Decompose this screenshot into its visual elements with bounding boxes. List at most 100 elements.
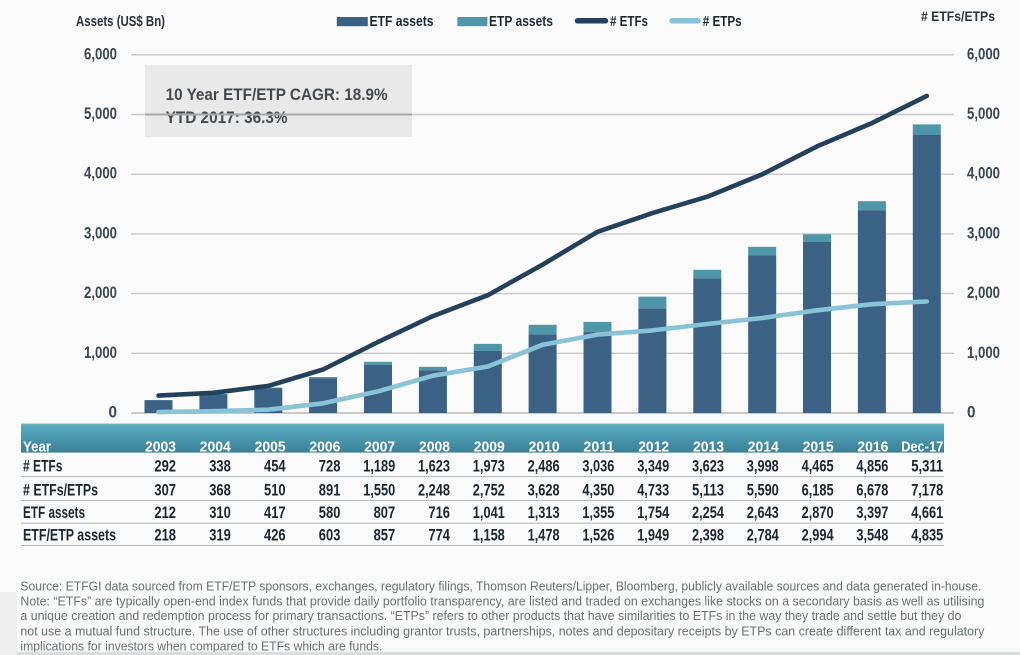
svg-text:4,465: 4,465 [802, 458, 834, 476]
svg-text:510: 510 [264, 482, 286, 500]
svg-text:2005: 2005 [255, 440, 286, 456]
svg-text:426: 426 [264, 527, 286, 545]
svg-text:4,350: 4,350 [582, 482, 614, 500]
svg-text:3,000: 3,000 [967, 224, 1000, 242]
svg-text:1,949: 1,949 [637, 527, 669, 545]
svg-text:Year: Year [23, 440, 51, 456]
svg-text:4,000: 4,000 [967, 165, 1000, 183]
svg-text:1,754: 1,754 [637, 504, 670, 522]
svg-text:580: 580 [319, 504, 341, 522]
svg-text:3,349: 3,349 [637, 458, 669, 476]
svg-text:1,623: 1,623 [418, 458, 450, 476]
svg-text:2008: 2008 [419, 440, 450, 456]
svg-text:603: 603 [319, 527, 341, 545]
svg-text:5,311: 5,311 [911, 458, 943, 476]
svg-text:728: 728 [319, 458, 341, 476]
svg-text:319: 319 [209, 527, 231, 545]
svg-text:1,478: 1,478 [528, 527, 560, 545]
svg-text:338: 338 [209, 458, 231, 476]
svg-text:2,486: 2,486 [528, 458, 560, 476]
svg-text:2010: 2010 [529, 440, 560, 456]
svg-text:3,628: 3,628 [528, 482, 560, 500]
svg-text:4,835: 4,835 [911, 527, 943, 545]
svg-text:2004: 2004 [200, 440, 231, 456]
svg-text:807: 807 [374, 504, 396, 522]
svg-text:2,752: 2,752 [473, 482, 505, 500]
svg-text:891: 891 [319, 482, 341, 500]
svg-text:2,643: 2,643 [747, 504, 779, 522]
svg-text:5,000: 5,000 [84, 105, 117, 123]
svg-text:ETF assets: ETF assets [23, 504, 85, 522]
svg-text:# ETPs: # ETPs [703, 13, 742, 30]
svg-text:0: 0 [109, 404, 118, 422]
svg-text:774: 774 [428, 527, 450, 545]
svg-text:4,000: 4,000 [84, 165, 117, 183]
svg-text:6,678: 6,678 [856, 482, 888, 500]
svg-text:6,185: 6,185 [802, 482, 834, 500]
svg-text:1,158: 1,158 [473, 527, 505, 545]
svg-text:3,000: 3,000 [84, 224, 117, 242]
svg-text:7,178: 7,178 [911, 482, 943, 500]
svg-text:10 Year ETF/ETP CAGR: 18.9%: 10 Year ETF/ETP CAGR: 18.9% [166, 85, 388, 104]
svg-text:implications for investors whe: implications for investors when compared… [20, 638, 382, 653]
svg-text:307: 307 [154, 482, 176, 500]
svg-text:# ETFs/ETPs: # ETFs/ETPs [921, 8, 995, 24]
svg-text:0: 0 [967, 404, 976, 422]
svg-text:2,784: 2,784 [747, 527, 780, 545]
svg-text:2,994: 2,994 [802, 527, 835, 545]
svg-text:6,000: 6,000 [967, 45, 1000, 63]
svg-text:1,355: 1,355 [582, 504, 614, 522]
svg-text:3,397: 3,397 [856, 504, 888, 522]
svg-text:2011: 2011 [583, 440, 614, 456]
svg-text:1,041: 1,041 [473, 504, 505, 522]
svg-text:2,000: 2,000 [84, 284, 117, 302]
svg-text:YTD 2017: 36.3%: YTD 2017: 36.3% [166, 108, 288, 127]
svg-text:2,000: 2,000 [967, 284, 1000, 302]
svg-text:2,254: 2,254 [692, 504, 725, 522]
svg-text:4,661: 4,661 [911, 504, 943, 522]
svg-text:4,733: 4,733 [637, 482, 669, 500]
svg-text:2007: 2007 [364, 440, 395, 456]
svg-text:2,870: 2,870 [802, 504, 834, 522]
svg-text:1,313: 1,313 [528, 504, 560, 522]
svg-text:218: 218 [154, 527, 176, 545]
svg-text:212: 212 [154, 504, 176, 522]
svg-text:2,248: 2,248 [418, 482, 450, 500]
svg-text:5,000: 5,000 [967, 105, 1000, 123]
svg-text:2009: 2009 [474, 440, 505, 456]
svg-text:a unique creation and redempti: a unique creation and redemption process… [20, 608, 961, 623]
svg-text:4,856: 4,856 [856, 458, 888, 476]
svg-text:ETP assets: ETP assets [489, 13, 553, 30]
svg-text:3,998: 3,998 [747, 458, 779, 476]
svg-text:2013: 2013 [693, 440, 724, 456]
svg-text:2,398: 2,398 [692, 527, 724, 545]
svg-text:292: 292 [154, 458, 176, 476]
svg-text:not use a mutual fund structur: not use a mutual fund structure. The use… [20, 624, 984, 639]
svg-text:857: 857 [374, 527, 396, 545]
svg-text:2014: 2014 [748, 440, 779, 456]
svg-text:1,973: 1,973 [473, 458, 505, 476]
svg-text:ETF assets: ETF assets [370, 13, 434, 30]
svg-text:Source: ETFGI data sourced fro: Source: ETFGI data sourced from ETF/ETP … [20, 578, 981, 593]
svg-text:1,189: 1,189 [363, 458, 395, 476]
svg-text:716: 716 [428, 504, 450, 522]
svg-text:3,036: 3,036 [582, 458, 614, 476]
svg-text:1,000: 1,000 [967, 344, 1000, 362]
svg-text:454: 454 [264, 458, 286, 476]
svg-text:2016: 2016 [857, 440, 888, 456]
svg-text:Assets (US$ Bn): Assets (US$ Bn) [76, 14, 165, 30]
svg-text:# ETFs: # ETFs [23, 458, 63, 476]
svg-text:ETF/ETP assets: ETF/ETP assets [23, 527, 116, 545]
svg-text:1,526: 1,526 [582, 527, 614, 545]
svg-text:5,590: 5,590 [747, 482, 779, 500]
svg-text:3,623: 3,623 [692, 458, 724, 476]
svg-text:2006: 2006 [309, 440, 340, 456]
svg-text:1,550: 1,550 [363, 482, 395, 500]
svg-text:5,113: 5,113 [692, 482, 724, 500]
svg-text:3,548: 3,548 [856, 527, 888, 545]
svg-text:# ETFs/ETPs: # ETFs/ETPs [23, 482, 98, 500]
svg-text:# ETFs: # ETFs [610, 13, 648, 30]
svg-text:1,000: 1,000 [84, 344, 117, 362]
svg-text:2003: 2003 [145, 440, 176, 456]
svg-text:368: 368 [209, 482, 231, 500]
